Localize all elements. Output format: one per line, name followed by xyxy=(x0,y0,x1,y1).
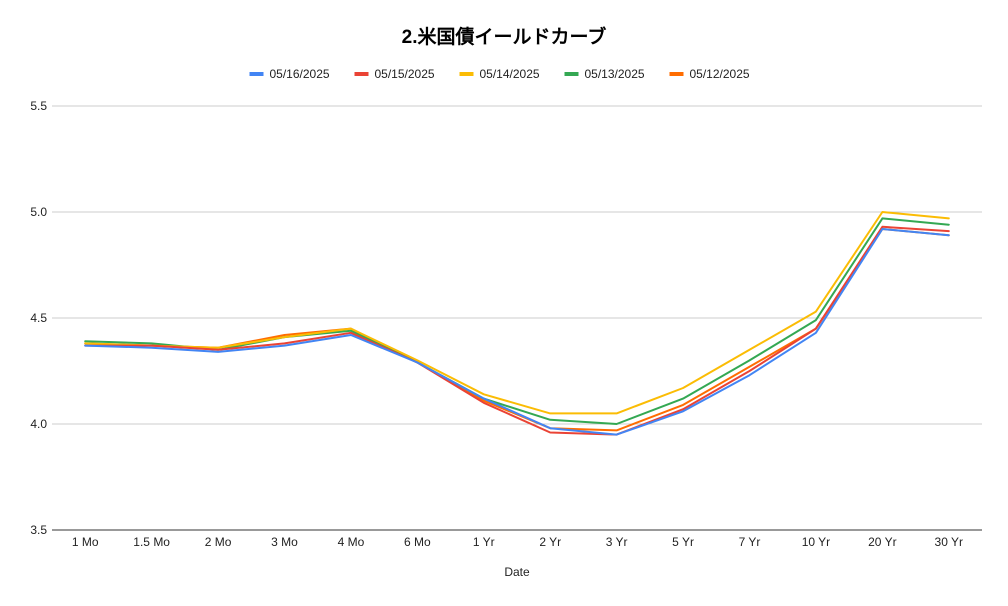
series-line-05-16-2025 xyxy=(84,228,950,436)
series-lines xyxy=(84,211,950,436)
x-tick-label: 4 Mo xyxy=(338,535,365,549)
x-tick-label: 1.5 Mo xyxy=(133,535,170,549)
x-tick-label: 6 Mo xyxy=(404,535,431,549)
x-tick-label: 2 Mo xyxy=(205,535,232,549)
series-line-05-13-2025 xyxy=(84,217,950,425)
x-tick-label: 10 Yr xyxy=(802,535,830,549)
y-axis-ticks: 3.5 4.0 4.5 5.0 5.5 xyxy=(30,99,47,537)
x-tick-label: 2 Yr xyxy=(539,535,561,549)
x-axis-title: Date xyxy=(504,565,530,579)
x-tick-label: 3 Mo xyxy=(271,535,298,549)
chart-title: 2.米国債イールドカーブ xyxy=(402,25,607,48)
legend-label: 05/16/2025 xyxy=(270,67,330,81)
legend-swatch xyxy=(669,72,684,76)
x-tick-label: 30 Yr xyxy=(935,535,963,549)
x-tick-label: 1 Yr xyxy=(473,535,495,549)
legend-label: 05/12/2025 xyxy=(690,67,750,81)
series-line-05-15-2025 xyxy=(84,225,950,436)
legend-swatch xyxy=(354,72,369,76)
y-tick-label: 4.0 xyxy=(30,417,47,431)
legend: 05/16/2025 05/15/2025 05/14/2025 05/13/2025… xyxy=(249,67,750,81)
y-tick-label: 5.5 xyxy=(30,99,47,113)
x-tick-label: 1 Mo xyxy=(72,535,99,549)
y-tick-label: 3.5 xyxy=(30,523,47,537)
legend-swatch xyxy=(459,72,474,76)
legend-label: 05/14/2025 xyxy=(480,67,540,81)
legend-swatch xyxy=(564,72,579,76)
gridlines xyxy=(52,105,982,531)
series-line-05-14-2025 xyxy=(84,211,950,415)
x-tick-label: 3 Yr xyxy=(606,535,628,549)
x-tick-label: 7 Yr xyxy=(739,535,761,549)
x-tick-label: 20 Yr xyxy=(868,535,896,549)
x-tick-label: 5 Yr xyxy=(672,535,694,549)
y-tick-label: 5.0 xyxy=(30,205,47,219)
y-tick-label: 4.5 xyxy=(30,311,47,325)
legend-label: 05/15/2025 xyxy=(375,67,435,81)
legend-label: 05/13/2025 xyxy=(585,67,645,81)
x-axis-ticks: 1 Mo 1.5 Mo 2 Mo 3 Mo 4 Mo 6 Mo 1 Yr 2 Yr 3 Yr 5 … xyxy=(72,535,963,549)
legend-swatch xyxy=(249,72,264,76)
